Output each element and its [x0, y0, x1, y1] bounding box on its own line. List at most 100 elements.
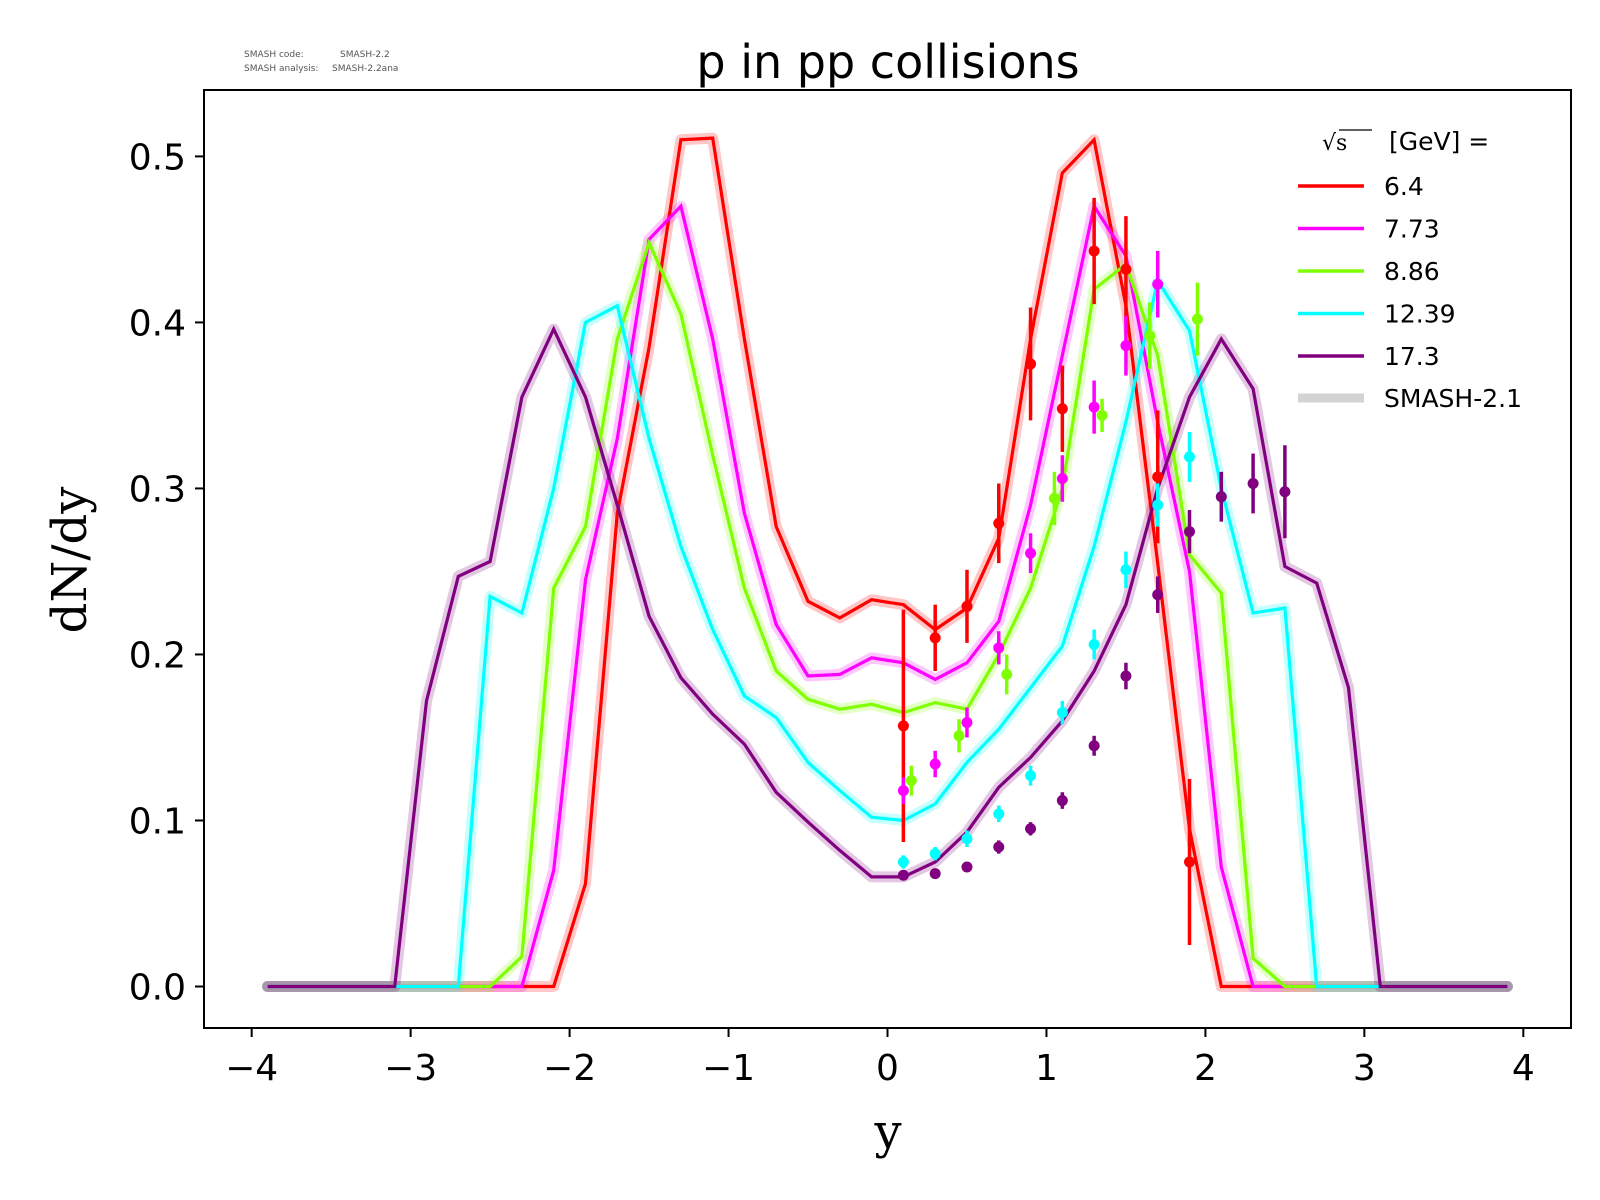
data-point-8-86-6: [1191, 282, 1203, 356]
x-tick-label: 0: [876, 1048, 899, 1089]
x-tick-label: 4: [1512, 1048, 1535, 1089]
data-point-12-39-2: [961, 830, 973, 848]
x-axis-ticks: −4 −3 −2 −1 0 1 2 3 4: [225, 1028, 1535, 1089]
series-line-6-4: [267, 136, 1508, 989]
y-tick-label: 0.4: [129, 303, 186, 344]
x-tick-label: 1: [1035, 1048, 1058, 1089]
point-marker: [1279, 486, 1291, 498]
point-marker: [961, 600, 973, 612]
data-point-12-39-8: [1152, 483, 1164, 527]
legend-label-8-86: 8.86: [1384, 257, 1440, 286]
point-marker: [993, 642, 1005, 654]
data-point-12-39-3: [993, 805, 1005, 823]
point-marker: [897, 856, 909, 868]
legend-items: 6.4 7.73 8.86 12.39 17.3: [1298, 172, 1456, 371]
series-line-12-39: [267, 276, 1508, 989]
data-point-17-3-7: [1120, 662, 1132, 690]
meta-code-value: SMASH-2.2: [340, 50, 390, 60]
data-point-17-3-4: [1025, 822, 1037, 836]
point-marker: [929, 632, 941, 644]
x-axis-label: y: [873, 1104, 901, 1160]
data-point-7-73-2: [961, 707, 973, 738]
legend-label-reference: SMASH-2.1: [1384, 384, 1522, 413]
y-tick-label: 0.0: [129, 967, 186, 1008]
point-marker: [1152, 278, 1164, 290]
x-tick-label: −4: [225, 1048, 278, 1089]
point-marker: [897, 785, 909, 797]
point-marker: [1152, 589, 1164, 601]
data-point-6-4-5: [1056, 365, 1068, 452]
point-marker: [993, 808, 1005, 820]
data-point-17-3-0: [897, 869, 909, 881]
point-marker: [961, 833, 973, 845]
point-marker: [1184, 451, 1196, 463]
point-marker: [1184, 856, 1196, 868]
legend-label-6-4: 6.4: [1384, 172, 1424, 201]
data-point-12-39-5: [1056, 700, 1068, 725]
point-marker: [961, 861, 973, 873]
point-marker: [993, 841, 1005, 853]
point-marker: [1025, 823, 1037, 835]
data-point-8-86-4: [1096, 398, 1108, 432]
y-tick-label: 0.5: [129, 137, 186, 178]
y-tick-label: 0.1: [129, 801, 186, 842]
data-point-6-4-4: [1025, 307, 1037, 421]
data-point-17-3-2: [961, 861, 973, 873]
chart-title: p in pp collisions: [696, 35, 1079, 89]
y-axis-ticks: 0.0 0.1 0.2 0.3 0.4 0.5: [129, 137, 204, 1008]
point-marker: [929, 868, 941, 880]
point-marker: [1215, 491, 1227, 503]
data-point-12-39-1: [929, 847, 941, 861]
data-point-12-39-0: [897, 855, 909, 869]
x-tick-label: 2: [1194, 1048, 1217, 1089]
point-marker: [1025, 358, 1037, 370]
series-line-8-86: [267, 238, 1508, 989]
legend-label-12-39: 12.39: [1384, 300, 1456, 329]
point-marker: [929, 758, 941, 770]
x-tick-label: −3: [384, 1048, 437, 1089]
legend-title-symbol: √s: [1322, 131, 1347, 156]
data-point-17-3-9: [1184, 510, 1196, 554]
data-point-7-73-1: [929, 750, 941, 778]
point-marker: [1152, 499, 1164, 511]
point-marker: [1088, 401, 1100, 413]
data-point-17-3-3: [993, 840, 1005, 854]
meta-analysis-value: SMASH-2.2ana: [332, 64, 398, 74]
data-point-17-3-12: [1279, 445, 1291, 539]
x-tick-label: −1: [702, 1048, 755, 1089]
data-point-8-86-2: [1001, 654, 1013, 695]
point-marker: [993, 517, 1005, 529]
data-point-6-4-9: [1184, 778, 1196, 945]
data-point-6-4-1: [929, 604, 941, 672]
data-point-6-4-7: [1120, 216, 1132, 323]
y-tick-label: 0.3: [129, 469, 186, 510]
meta-code-label: SMASH code:: [244, 50, 304, 60]
data-point-7-73-3: [993, 631, 1005, 665]
point-marker: [1056, 707, 1068, 719]
data-point-17-3-6: [1088, 735, 1100, 756]
data-point-8-86-1: [953, 719, 965, 753]
data-point-7-73-8: [1152, 251, 1164, 318]
point-marker: [1056, 472, 1068, 484]
point-marker: [929, 848, 941, 860]
data-point-7-73-7: [1120, 315, 1132, 376]
point-marker: [1025, 770, 1037, 782]
point-marker: [897, 869, 909, 881]
data-point-8-86-5: [1144, 302, 1156, 369]
x-tick-label: 3: [1353, 1048, 1376, 1089]
point-marker: [1191, 313, 1203, 325]
data-point-7-73-0: [897, 777, 909, 804]
point-marker: [1048, 492, 1060, 504]
point-marker: [1056, 403, 1068, 415]
point-marker: [1001, 668, 1013, 680]
data-point-8-86-0: [905, 765, 917, 796]
point-marker: [1152, 471, 1164, 483]
data-point-6-4-0: [897, 609, 909, 843]
point-marker: [1096, 409, 1108, 421]
data-point-7-73-5: [1056, 455, 1068, 502]
data-point-6-4-2: [961, 569, 973, 643]
legend-label-17-3: 17.3: [1384, 342, 1440, 371]
data-point-7-73-6: [1088, 380, 1100, 434]
data-point-12-39-4: [1025, 765, 1037, 786]
